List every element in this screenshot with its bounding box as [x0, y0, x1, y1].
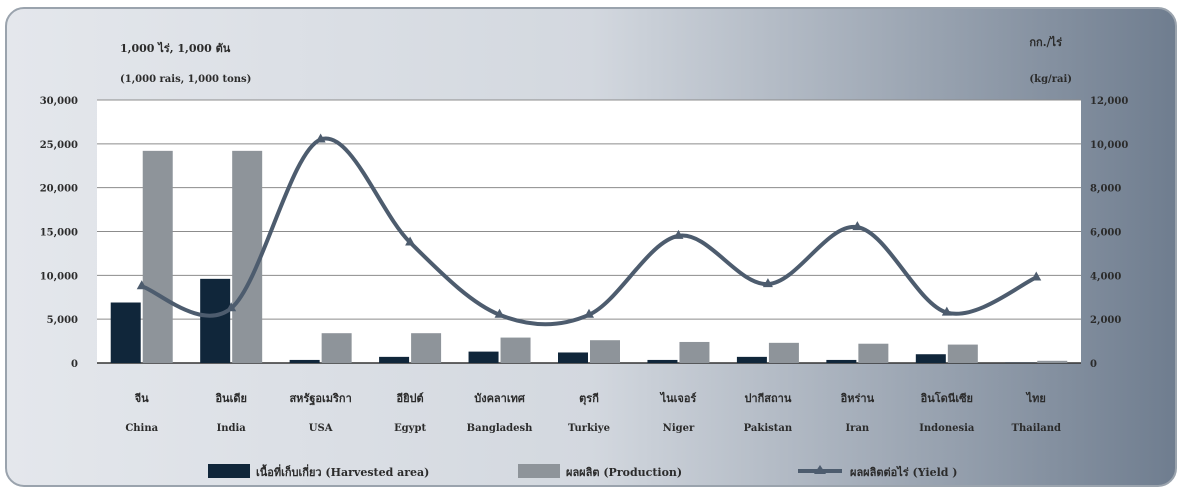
legend-marker-yield — [814, 465, 826, 474]
right-tick-label: 2,000 — [1090, 315, 1121, 326]
bar-production — [590, 340, 620, 363]
yield-line — [136, 133, 1042, 327]
category-label-thai: ไทย — [1025, 391, 1046, 405]
left-tick-label: 0 — [71, 359, 78, 370]
category-labels: จีน China อินเดีย India สหรัฐอเมริกา USA อียิป… — [125, 391, 1061, 434]
yield-marker — [584, 308, 594, 318]
category-label-thai: ไนเจอร์ — [659, 391, 697, 405]
legend-label-yield: ผลผลิตต่อไร่ (Yield ) — [850, 465, 957, 479]
yield-marker — [226, 302, 237, 312]
yield-marker — [494, 308, 505, 318]
category-label-english: USA — [309, 423, 333, 434]
right-tick-label: 8,000 — [1090, 184, 1121, 195]
left-tick-label: 5,000 — [47, 315, 78, 326]
bar-harvested-area — [558, 352, 588, 363]
bar-production — [679, 341, 710, 363]
bar-harvested-area — [468, 351, 499, 363]
bar-production — [142, 150, 173, 363]
yield-marker — [941, 306, 952, 316]
category-label-english: China — [125, 423, 158, 434]
category-label-english: Bangladesh — [467, 423, 533, 434]
left-axis-label-line1: 1,000 ไร่, 1,000 ตัน — [120, 41, 231, 55]
yield-marker — [136, 280, 147, 290]
category-label-english: Thailand — [1012, 423, 1062, 434]
bar-production — [768, 342, 799, 363]
bar-production — [1037, 360, 1068, 363]
left-tick-label: 15,000 — [40, 228, 78, 239]
yield-marker — [762, 278, 773, 288]
category-label-english: Turkiye — [568, 423, 610, 434]
yield-marker — [405, 236, 416, 246]
category-label-thai: ตุรกี — [579, 392, 599, 406]
legend-swatch-harvested-area — [208, 464, 250, 478]
yield-marker — [852, 221, 863, 231]
category-label-english: Egypt — [394, 423, 426, 434]
category-label-thai: สหรัฐอเมริกา — [289, 392, 351, 406]
category-label-english: India — [217, 423, 247, 434]
right-tick-label: 4,000 — [1090, 271, 1121, 282]
yield-marker — [673, 229, 684, 239]
bar-production — [947, 344, 978, 363]
legend-swatch-production — [518, 464, 560, 478]
legend-label-production: ผลผลิต (Production) — [566, 466, 682, 479]
category-label-thai: อินโดนีเซีย — [920, 391, 973, 405]
bar-harvested-area — [110, 302, 141, 363]
category-label-thai: อินเดีย — [215, 392, 247, 405]
bar-production — [232, 150, 263, 363]
bar-harvested-area — [736, 356, 767, 363]
category-label-thai: อียิปต์ — [396, 392, 424, 405]
left-tick-label: 20,000 — [40, 184, 78, 195]
bar-harvested-area — [289, 359, 320, 363]
legend: เนื้อที่เก็บเกี่ยว (Harvested area) ผลผล… — [208, 464, 957, 479]
right-tick-label: 6,000 — [1090, 228, 1121, 239]
yield-marker — [1031, 271, 1042, 281]
bar-harvested-area — [915, 354, 946, 363]
category-label-thai: บังคลาเทศ — [474, 392, 526, 405]
bar-harvested-area — [200, 278, 231, 363]
left-axis-ticks: 30,000 25,000 20,000 15,000 10,000 5,000 0 — [40, 96, 78, 370]
right-axis-label-line2: (kg/rai) — [1029, 74, 1072, 85]
right-axis-ticks: 12,000 10,000 8,000 6,000 4,000 2,000 0 — [1090, 96, 1128, 370]
left-axis-label-line2: (1,000 rais, 1,000 tons) — [120, 74, 251, 85]
category-label-english: Niger — [663, 423, 695, 434]
right-axis-label-line1: กก./ไร่ — [1029, 35, 1062, 49]
bars — [110, 150, 1068, 363]
legend-label-harvested-area: เนื้อที่เก็บเกี่ยว (Harvested area) — [256, 464, 429, 479]
category-label-thai: จีน — [134, 392, 149, 405]
left-tick-label: 30,000 — [40, 96, 78, 107]
bar-production — [500, 337, 531, 363]
bar-harvested-area — [379, 356, 410, 363]
category-label-thai: ปากีสถาน — [744, 392, 791, 405]
right-tick-label: 12,000 — [1090, 96, 1128, 107]
bar-production — [411, 333, 442, 363]
left-tick-label: 10,000 — [40, 271, 78, 282]
bar-harvested-area — [647, 359, 678, 363]
right-tick-label: 10,000 — [1090, 140, 1128, 151]
category-label-english: Indonesia — [919, 423, 975, 434]
bar-harvested-area — [826, 359, 857, 363]
bar-production — [321, 333, 352, 363]
yield-marker — [315, 133, 326, 143]
right-tick-label: 0 — [1090, 359, 1097, 370]
left-tick-label: 25,000 — [40, 140, 78, 151]
category-label-english: Pakistan — [744, 423, 793, 434]
bar-production — [858, 343, 889, 363]
category-label-thai: อิหร่าน — [840, 392, 874, 405]
category-label-english: Iran — [846, 423, 870, 434]
